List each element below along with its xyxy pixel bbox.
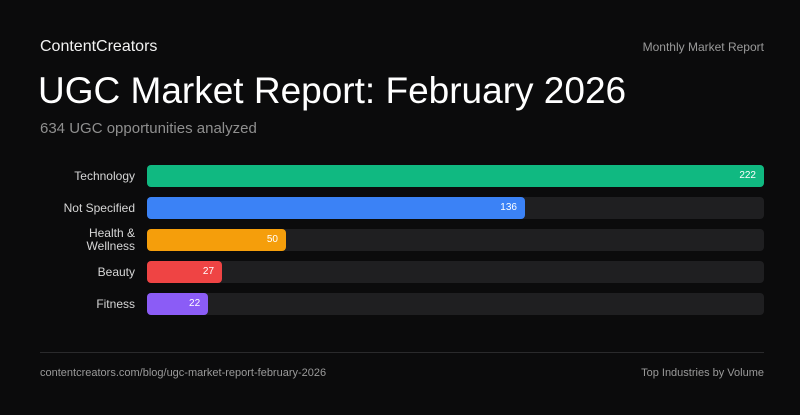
bar-beauty: 27 bbox=[147, 261, 223, 283]
footer-caption: Top Industries by Volume bbox=[641, 367, 764, 379]
category-label-health-wellness: Health & Wellness bbox=[86, 226, 135, 253]
category-label-not-specified: Not Specified bbox=[63, 200, 135, 215]
bar-value-not-specified: 136 bbox=[500, 202, 517, 213]
bar-track-health-wellness: 50 bbox=[147, 229, 764, 251]
chart-row-technology: Technology 222 bbox=[40, 165, 765, 187]
bar-fitness: 22 bbox=[147, 293, 209, 315]
report-type-label: Monthly Market Report bbox=[642, 40, 764, 54]
bar-not-specified: 136 bbox=[147, 197, 525, 219]
bar-track-not-specified: 136 bbox=[147, 197, 764, 219]
page-subtitle: 634 UGC opportunities analyzed bbox=[40, 120, 257, 137]
bar-value-fitness: 22 bbox=[189, 298, 201, 309]
bar-value-beauty: 27 bbox=[202, 266, 215, 277]
footer-url[interactable]: contentcreators.com/blog/ugc-market-repo… bbox=[40, 367, 327, 379]
brand-name: ContentCreators bbox=[40, 38, 158, 55]
category-label-technology: Technology bbox=[74, 168, 135, 183]
bar-technology: 222 bbox=[147, 165, 764, 187]
category-label-fitness: Fitness bbox=[96, 296, 135, 311]
bar-track-technology: 222 bbox=[147, 165, 764, 187]
chart-row-fitness: Fitness 22 bbox=[40, 293, 765, 315]
page-title: UGC Market Report: February 2026 bbox=[38, 70, 627, 111]
chart-row-not-specified: Not Specified 136 bbox=[40, 197, 765, 219]
category-label-beauty: Beauty bbox=[97, 264, 135, 279]
bar-health-wellness: 50 bbox=[147, 229, 286, 251]
industry-bar-chart: Technology 222 Not Specified 136 Health & We… bbox=[40, 165, 765, 315]
chart-row-beauty: Beauty 27 bbox=[40, 261, 765, 283]
chart-row-health-wellness: Health & Wellness 50 bbox=[40, 226, 765, 253]
footer-divider bbox=[40, 352, 764, 353]
bar-track-fitness: 22 bbox=[147, 293, 764, 315]
bar-track-beauty: 27 bbox=[147, 261, 764, 283]
bar-value-technology: 222 bbox=[739, 170, 756, 181]
bar-value-health-wellness: 50 bbox=[266, 234, 278, 245]
